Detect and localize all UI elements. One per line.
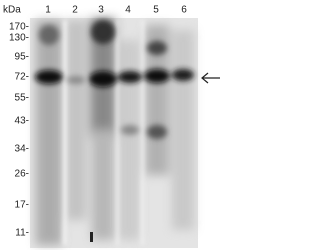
band-arrow [201,72,220,84]
blot-membrane [30,18,198,248]
lane-label: 5 [153,5,159,16]
lane-label: 2 [72,5,78,16]
marker-label: 34- [15,144,29,155]
lane-label: 4 [125,5,131,16]
marker-label: 17- [15,200,29,211]
marker-label: 95- [15,52,29,63]
marker-label: 43- [15,116,29,127]
lane-label: 3 [98,5,104,16]
lane-label: 1 [45,5,51,16]
lane-label: 6 [181,5,187,16]
marker-label: 130- [9,33,29,44]
unit-label: kDa [3,5,21,16]
western-blot: kDa 1 2 3 4 5 6 170-130- 95- 72- 55- 43- 34- 26- 17-… [3,5,220,248]
marker-label: 72- [15,72,29,83]
marker-label: 55- [15,93,29,104]
marker-label: 170- [9,22,29,33]
marker-label: 11- [15,228,29,239]
marker-label: 26- [15,169,29,180]
